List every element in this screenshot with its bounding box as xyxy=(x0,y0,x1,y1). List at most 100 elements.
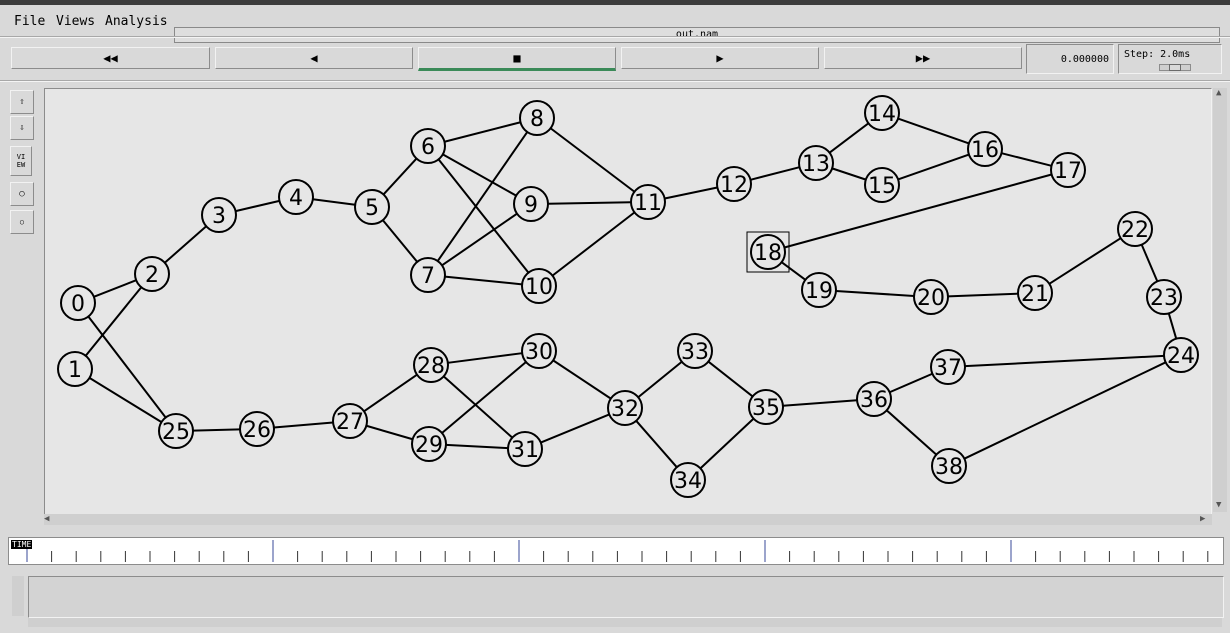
link-1-2[interactable] xyxy=(84,286,143,357)
node-11[interactable]: 11 xyxy=(630,184,666,220)
link-7-8[interactable] xyxy=(436,131,529,262)
node-38[interactable]: 38 xyxy=(931,448,967,484)
node-7[interactable]: 7 xyxy=(410,257,446,293)
play-button[interactable]: ▶ xyxy=(621,47,819,69)
zoom-in-icon[interactable]: ⇧ xyxy=(10,90,34,114)
node-circle[interactable] xyxy=(607,390,643,426)
link-8-11[interactable] xyxy=(549,127,636,193)
step-back-button[interactable]: ◀ xyxy=(215,47,413,69)
node-28[interactable]: 28 xyxy=(413,347,449,383)
node-circle[interactable] xyxy=(1017,275,1053,311)
node-circle[interactable] xyxy=(801,272,837,308)
rewind-button[interactable]: ◀◀ xyxy=(11,47,210,69)
link-21-22[interactable] xyxy=(1048,237,1122,285)
node-29[interactable]: 29 xyxy=(411,426,447,462)
node-26[interactable]: 26 xyxy=(239,411,275,447)
link-24-37[interactable] xyxy=(964,354,1165,368)
node-10[interactable]: 10 xyxy=(521,268,557,304)
link-20-21[interactable] xyxy=(947,292,1019,298)
menu-file[interactable]: File xyxy=(14,14,46,29)
node-circle[interactable] xyxy=(158,413,194,449)
link-31-29[interactable] xyxy=(445,443,509,450)
link-3-4[interactable] xyxy=(235,199,280,213)
node-36[interactable]: 36 xyxy=(856,381,892,417)
node-circle[interactable] xyxy=(716,166,752,202)
node-15[interactable]: 15 xyxy=(864,167,900,203)
bottom-vertical-scrollbar[interactable] xyxy=(12,576,24,616)
scroll-left-icon[interactable]: ◀ xyxy=(44,514,50,524)
large-circle-icon[interactable]: ○ xyxy=(10,182,34,206)
link-26-25[interactable] xyxy=(192,428,241,432)
node-25[interactable]: 25 xyxy=(158,413,194,449)
link-15-16[interactable] xyxy=(897,153,970,181)
horizontal-scrollbar[interactable]: ◀ ▶ xyxy=(44,514,1212,525)
node-0[interactable]: 0 xyxy=(60,285,96,321)
node-16[interactable]: 16 xyxy=(967,131,1003,167)
node-2[interactable]: 2 xyxy=(134,256,170,292)
node-31[interactable]: 31 xyxy=(507,431,543,467)
node-circle[interactable] xyxy=(239,411,275,447)
scroll-up-icon[interactable]: ▲ xyxy=(1216,88,1222,98)
scroll-down-icon[interactable]: ▼ xyxy=(1216,500,1222,510)
node-9[interactable]: 9 xyxy=(513,186,549,222)
link-13-14[interactable] xyxy=(828,122,870,154)
node-32[interactable]: 32 xyxy=(607,390,643,426)
node-circle[interactable] xyxy=(507,431,543,467)
node-circle[interactable] xyxy=(931,448,967,484)
link-16-17[interactable] xyxy=(1001,152,1052,167)
node-12[interactable]: 12 xyxy=(716,166,752,202)
node-37[interactable]: 37 xyxy=(930,349,966,385)
link-30-28[interactable] xyxy=(447,352,523,364)
link-18-19[interactable] xyxy=(781,261,806,281)
node-3[interactable]: 3 xyxy=(201,197,237,233)
link-36-35[interactable] xyxy=(782,399,858,407)
link-7-10[interactable] xyxy=(444,275,523,286)
node-circle[interactable] xyxy=(413,347,449,383)
node-circle[interactable] xyxy=(521,333,557,369)
fast-forward-button[interactable]: ▶▶ xyxy=(824,47,1022,69)
link-32-30[interactable] xyxy=(552,359,612,400)
menu-analysis[interactable]: Analysis xyxy=(105,14,168,29)
node-8[interactable]: 8 xyxy=(519,100,555,136)
node-18[interactable]: 18 xyxy=(746,231,790,273)
node-1[interactable]: 1 xyxy=(57,351,93,387)
link-38-36[interactable] xyxy=(886,409,937,456)
link-0-25[interactable] xyxy=(87,315,167,419)
node-34[interactable]: 34 xyxy=(670,462,706,498)
link-10-11[interactable] xyxy=(551,211,636,277)
node-27[interactable]: 27 xyxy=(332,403,368,439)
link-6-8[interactable] xyxy=(444,121,521,143)
small-circle-icon[interactable]: ○ xyxy=(10,210,34,234)
node-circle[interactable] xyxy=(1163,337,1199,373)
node-circle[interactable] xyxy=(519,100,555,136)
node-circle[interactable] xyxy=(798,145,834,181)
link-27-26[interactable] xyxy=(273,421,334,429)
node-circle[interactable] xyxy=(677,333,713,369)
link-19-20[interactable] xyxy=(835,290,915,297)
node-30[interactable]: 30 xyxy=(521,333,557,369)
node-circle[interactable] xyxy=(134,256,170,292)
timeline[interactable]: TIME xyxy=(8,537,1224,565)
node-33[interactable]: 33 xyxy=(677,333,713,369)
annotation-panel[interactable] xyxy=(28,576,1224,618)
link-17-18[interactable] xyxy=(784,173,1052,249)
link-6-9[interactable] xyxy=(442,153,517,197)
link-24-38[interactable] xyxy=(963,361,1167,460)
view-button[interactable]: VIEW xyxy=(10,146,32,176)
link-35-33[interactable] xyxy=(707,360,754,398)
node-circle[interactable] xyxy=(670,462,706,498)
node-35[interactable]: 35 xyxy=(748,389,784,425)
link-11-12[interactable] xyxy=(664,186,718,200)
node-circle[interactable] xyxy=(201,197,237,233)
link-33-32[interactable] xyxy=(637,360,683,399)
link-9-11[interactable] xyxy=(547,201,632,205)
link-28-27[interactable] xyxy=(363,373,418,413)
link-4-5[interactable] xyxy=(312,198,356,206)
link-35-34[interactable] xyxy=(699,417,755,470)
link-31-28[interactable] xyxy=(443,375,513,439)
node-circle[interactable] xyxy=(411,426,447,462)
link-5-6[interactable] xyxy=(382,157,418,196)
link-0-2[interactable] xyxy=(93,279,137,298)
node-17[interactable]: 17 xyxy=(1050,152,1086,188)
